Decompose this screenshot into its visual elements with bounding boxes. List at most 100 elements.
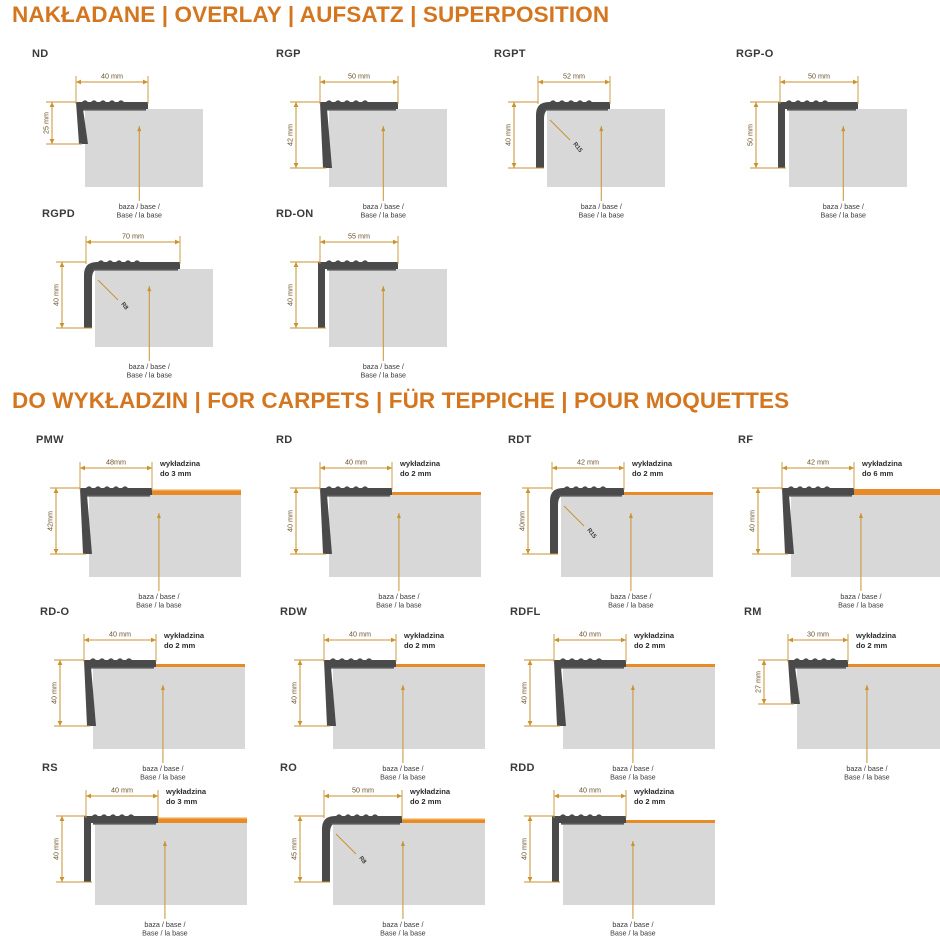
height-dimension-text: 40 mm (504, 124, 513, 146)
height-dimension-text: 40 mm (50, 682, 59, 704)
profile-code-label: ND (32, 48, 49, 60)
base-caption-line1: baza / base / (129, 362, 170, 371)
height-dimension-text: 42 mm (286, 124, 295, 146)
carpet-layer (622, 492, 713, 495)
anti-slip-ridges (94, 260, 190, 262)
radius-label: R8 (357, 856, 367, 866)
anti-slip-ridges (784, 486, 858, 488)
height-dimension-text: 40 mm (286, 510, 295, 532)
carpet-caption-line1: wykładzina (159, 459, 201, 468)
base-caption-line2: Base / la base (116, 211, 162, 220)
anti-slip-ridges (82, 486, 156, 488)
profile-drawing: 42 mm 40mm R15 baza / base / Base / la base w… (494, 446, 713, 610)
nosing-profile (322, 814, 412, 882)
nosing-profile (84, 814, 162, 882)
section-header-carpets: DO WYKŁADZIN | FOR CARPETS | FÜR TEPPICH… (12, 388, 790, 413)
base-block (563, 667, 715, 749)
width-dimension-text: 50 mm (348, 72, 370, 81)
carpet-caption-line1: wykładzina (861, 459, 903, 468)
section-header-overlay: NAKŁADANE | OVERLAY | AUFSATZ | SUPERPOS… (12, 2, 610, 27)
nosing-profile (788, 658, 852, 704)
height-dimension-text: 40 mm (290, 682, 299, 704)
anti-slip-ridges (556, 658, 630, 660)
profile-drawing: 40 mm 40 mm baza / base / Base / la base wyk… (496, 774, 715, 938)
base-caption-line2: Base / la base (360, 211, 406, 220)
anti-slip-ridges (322, 486, 396, 488)
base-caption-line2: Base / la base (140, 773, 186, 782)
height-dimension-text: 50 mm (746, 124, 755, 146)
carpet-caption-line2: do 2 mm (634, 797, 665, 806)
profile-drawing: 30 mm 27 mm baza / base / Base / la base wyk… (730, 618, 940, 782)
carpet-caption-line1: wykładzina (631, 459, 673, 468)
profile-drawing: 50 mm 42 mm baza / base / Base / la base (262, 60, 447, 220)
nosing-profile (320, 486, 396, 554)
profile-drawing: 55 mm 40 mm baza / base / Base / la base (262, 220, 447, 380)
profile-drawing: 40 mm 40 mm baza / base / Base / la base wyk… (262, 446, 481, 610)
anti-slip-ridges (86, 658, 160, 660)
profile-drawing: 40 mm 40 mm baza / base / Base / la base wyk… (496, 618, 715, 782)
width-dimension-text: 42 mm (577, 458, 599, 467)
base-caption-line1: baza / base / (581, 202, 622, 211)
profile-code-label: RM (744, 606, 762, 618)
radius-label: R8 (119, 302, 129, 312)
width-dimension-text: 52 mm (563, 72, 585, 81)
carpet-layer (400, 820, 485, 823)
nosing-profile (84, 260, 190, 328)
width-dimension-text: 40 mm (101, 72, 123, 81)
base-caption-line2: Base / la base (610, 773, 656, 782)
profile-code-label: RGP (276, 48, 301, 60)
base-caption-line2: Base / la base (608, 601, 654, 610)
profile-drawing: 70 mm 40 mm R8 baza / base / Base / la base (28, 220, 213, 380)
width-dimension-text: 48mm (106, 458, 126, 467)
profile-drawing: 50 mm 45 mm R8 baza / base / Base / la base w… (266, 774, 485, 938)
nosing-profile (554, 658, 630, 726)
carpet-top-edge (400, 818, 485, 820)
nosing-profile (782, 486, 858, 554)
carpet-layer (846, 664, 940, 667)
base-caption-line2: Base / la base (126, 371, 172, 380)
width-dimension-text: 50 mm (352, 786, 374, 795)
anti-slip-ridges (560, 486, 634, 488)
profile-drawing: 40 mm 40 mm baza / base / Base / la base wyk… (266, 618, 485, 782)
carpet-caption-line2: do 2 mm (632, 469, 663, 478)
profile-code-label: RO (280, 762, 298, 774)
carpet-caption-line1: wykładzina (409, 787, 451, 796)
base-caption-line1: baza / base / (840, 592, 881, 601)
anti-slip-ridges (78, 100, 152, 102)
radius-label: R15 (585, 528, 597, 541)
base-caption-line1: baza / base / (142, 764, 183, 773)
anti-slip-ridges (332, 814, 412, 816)
carpet-caption-line2: do 2 mm (400, 469, 431, 478)
carpet-caption-line1: wykładzina (399, 459, 441, 468)
width-dimension-text: 50 mm (808, 72, 830, 81)
nosing-profile (318, 260, 402, 328)
anti-slip-ridges (546, 100, 620, 102)
profile-code-label: RD-O (40, 606, 70, 618)
profile-code-label: RDT (508, 434, 532, 446)
width-dimension-text: 40 mm (111, 786, 133, 795)
base-block (791, 495, 940, 577)
base-block (547, 109, 665, 187)
base-caption-line2: Base / la base (578, 211, 624, 220)
nosing-profile (778, 100, 862, 168)
base-block (563, 823, 715, 905)
profile-code-label: RF (738, 434, 754, 446)
base-block (85, 109, 203, 187)
height-dimension-text: 40mm (518, 511, 527, 531)
profile-code-label: RD (276, 434, 293, 446)
base-caption-line1: baza / base / (823, 202, 864, 211)
profile-drawing: 50 mm 50 mm baza / base / Base / la base (722, 60, 907, 220)
base-caption-line1: baza / base / (846, 764, 887, 773)
width-dimension-text: 40 mm (579, 786, 601, 795)
width-dimension-text: 40 mm (109, 630, 131, 639)
carpet-layer (150, 491, 241, 495)
base-caption-line1: baza / base / (612, 920, 653, 929)
height-dimension-text: 40 mm (52, 284, 61, 306)
profile-code-label: RGPD (42, 208, 75, 220)
profile-drawing: 40 mm 25 mm baza / base / Base / la base (18, 60, 203, 220)
profile-code-label: RS (42, 762, 58, 774)
base-caption-line2: Base / la base (820, 211, 866, 220)
carpet-top-edge (150, 489, 241, 491)
nosing-profile (552, 814, 630, 882)
width-dimension-text: 40 mm (579, 630, 601, 639)
